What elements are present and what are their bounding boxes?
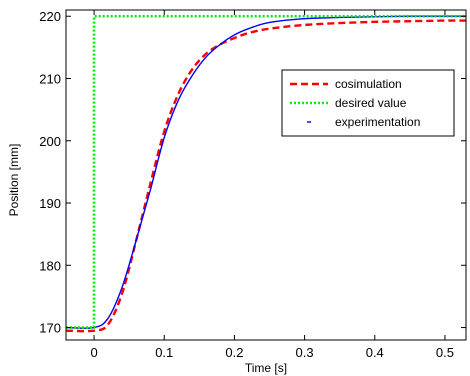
- series-cosimulation: [66, 19, 466, 333]
- x-tick-label: 0.3: [296, 345, 314, 360]
- x-tick-label: 0.1: [155, 345, 173, 360]
- ticks-layer: 0 0.1 0.2 0.3 0.4 0.5 170 180 190 200 210 220: [39, 9, 466, 360]
- legend-label: experimentation: [335, 115, 420, 129]
- y-axis-label: Position [mm]: [7, 144, 21, 217]
- x-tick-label: 0.4: [366, 345, 384, 360]
- plot-frame: [65, 9, 467, 341]
- legend-entries: cosimulation desired value experimentation: [290, 77, 420, 129]
- legend-label: cosimulation: [335, 77, 402, 91]
- x-tick-label: 0.2: [225, 345, 243, 360]
- y-tick-label: 220: [39, 9, 61, 24]
- y-tick-label: 180: [39, 258, 61, 273]
- series-layer: [66, 14, 466, 333]
- legend: cosimulation desired value experimentation: [281, 69, 455, 137]
- y-tick-label: 210: [39, 71, 61, 86]
- x-tick-label: 0: [90, 345, 97, 360]
- x-axis-label: Time [s]: [245, 361, 287, 375]
- y-tick-label: 200: [39, 134, 61, 149]
- y-tick-label: 190: [39, 196, 61, 211]
- legend-label: desired value: [335, 96, 407, 110]
- y-tick-label: 170: [39, 321, 61, 336]
- plot-background: [66, 10, 466, 340]
- x-tick-label: 0.5: [436, 345, 454, 360]
- series-desired-value: [66, 14, 466, 329]
